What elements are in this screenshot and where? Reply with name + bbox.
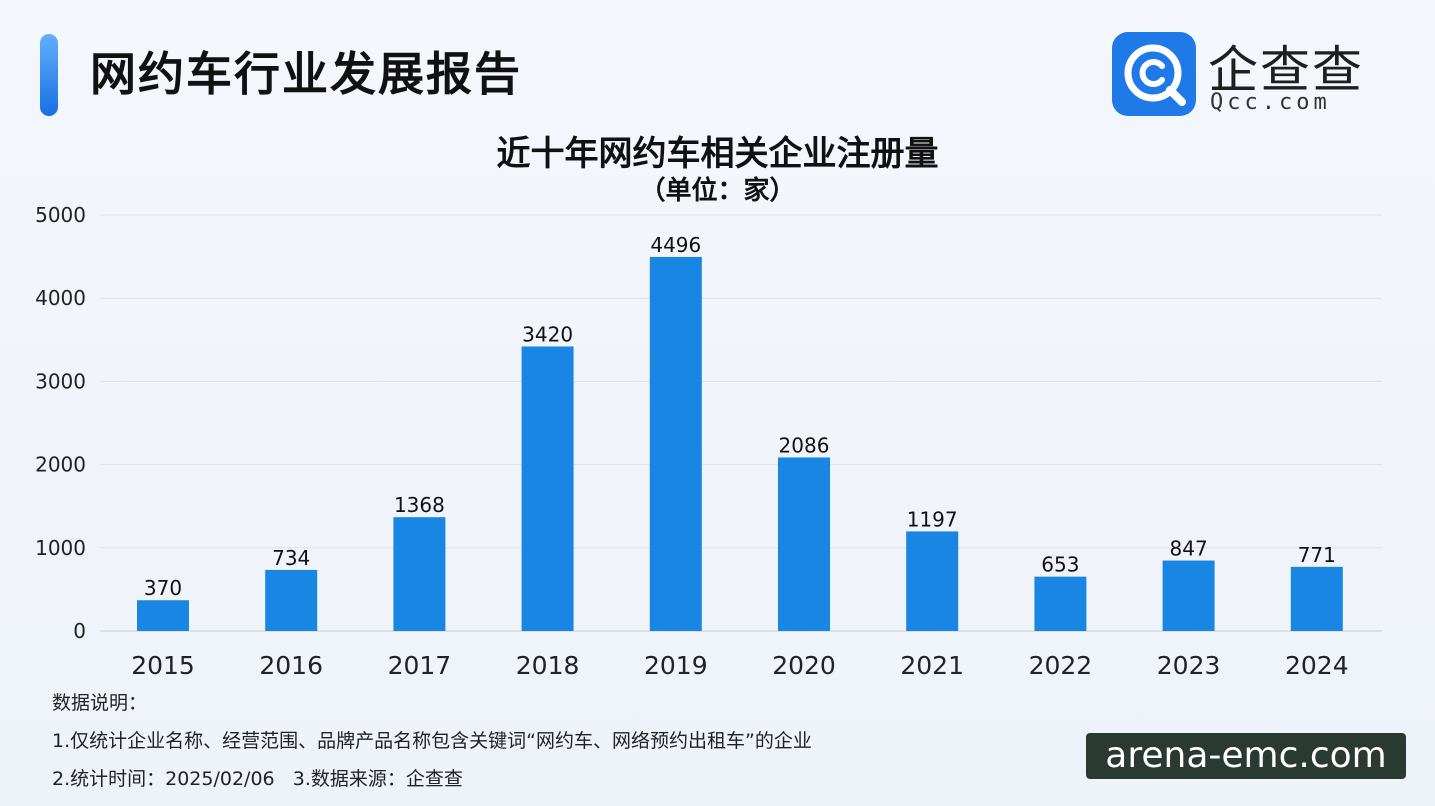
logo-domain: Qcc.com [1210, 90, 1331, 115]
x-tick-label-2015: 2015 [131, 651, 195, 680]
x-tick-label-2018: 2018 [516, 651, 580, 680]
data-label-2019: 4496 [650, 233, 701, 257]
x-tick-label-2022: 2022 [1029, 651, 1093, 680]
data-label-2017: 1368 [394, 493, 445, 517]
logo-name-cn: 企查查 [1208, 41, 1364, 99]
bar-2017 [393, 517, 446, 631]
data-notes: 数据说明： 1.仅统计企业名称、经营范围、品牌产品名称包含关键词“网约车、网络预… [52, 688, 812, 802]
notes-line-2: 2.统计时间：2025/02/06 3.数据来源：企查查 [52, 768, 463, 790]
x-tick-label-2017: 2017 [388, 651, 452, 680]
data-label-2020: 2086 [779, 433, 830, 457]
bar-2022 [1034, 576, 1087, 631]
bar-2019 [649, 256, 702, 631]
watermark: arena-emc.com [1086, 733, 1406, 779]
y-tick-label: 0 [73, 619, 86, 643]
bar-2021 [906, 531, 959, 631]
notes-line-1: 1.仅统计企业名称、经营范围、品牌产品名称包含关键词“网约车、网络预约出租车”的… [52, 730, 812, 752]
data-label-2024: 771 [1298, 543, 1336, 567]
data-label-2022: 653 [1041, 553, 1079, 577]
y-tick-label: 5000 [35, 203, 86, 227]
x-tick-label-2019: 2019 [644, 651, 708, 680]
data-label-2018: 3420 [522, 322, 573, 346]
bar-2024 [1290, 566, 1343, 631]
data-label-2016: 734 [272, 546, 310, 570]
data-label-2023: 847 [1170, 537, 1208, 561]
x-tick-label-2021: 2021 [900, 651, 964, 680]
y-tick-label: 3000 [35, 369, 86, 393]
y-tick-label: 2000 [35, 453, 86, 477]
data-label-2021: 1197 [907, 507, 958, 531]
bar-2018 [521, 346, 574, 631]
bar-2020 [778, 457, 830, 631]
qcc-logo: 企查查 Qcc.com [1112, 32, 1392, 118]
chart-title: 近十年网约车相关企业注册量 [496, 134, 939, 174]
bar-2015 [137, 600, 189, 631]
bar-2023 [1162, 560, 1215, 631]
title-accent-bar [40, 34, 58, 116]
data-label-2015: 370 [144, 576, 182, 600]
x-tick-label-2016: 2016 [259, 651, 323, 680]
bar-2016 [265, 569, 318, 631]
x-tick-label-2023: 2023 [1157, 651, 1221, 680]
report-title: 网约车行业发展报告 [90, 47, 522, 101]
notes-heading: 数据说明： [52, 692, 148, 714]
x-tick-label-2024: 2024 [1285, 651, 1349, 680]
y-tick-label: 4000 [35, 286, 86, 310]
chart-subtitle: （单位：家） [639, 176, 796, 206]
y-tick-label: 1000 [35, 536, 86, 560]
x-tick-label-2020: 2020 [772, 651, 836, 680]
qcc-logo-icon [1112, 32, 1196, 116]
